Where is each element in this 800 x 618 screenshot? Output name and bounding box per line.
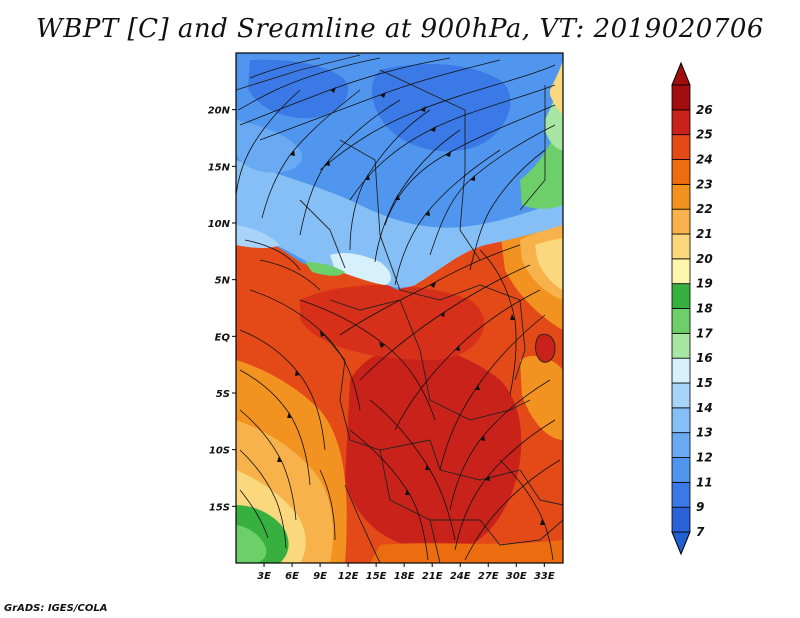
latitude-axis: 20N 15N 10N 5N EQ 5S 10S 15S <box>208 106 236 513</box>
lat-tick-label: 10N <box>208 219 231 230</box>
colorbar-swatch <box>671 481 691 508</box>
cool-light-region <box>236 160 563 288</box>
colorbar-label: 26 <box>696 103 713 117</box>
lon-tick-label: 24E <box>450 571 471 582</box>
colorbar-label: 25 <box>696 128 713 142</box>
colorbar-swatch <box>671 134 691 160</box>
colorbar-label: 15 <box>696 376 713 390</box>
lat-tick-label: 5S <box>216 389 230 400</box>
colorbar-label: 13 <box>696 426 713 440</box>
colorbar-label: 14 <box>696 401 713 415</box>
colorbar-label: 21 <box>696 227 713 241</box>
lat-tick-label: EQ <box>215 332 231 343</box>
northeast-green-region <box>520 110 563 209</box>
colorbar-label: 22 <box>696 202 713 216</box>
colorbar-swatch <box>671 208 691 235</box>
colorbar-label: 24 <box>696 153 713 167</box>
colorbar-swatch <box>671 457 691 483</box>
cool-deep-region-west <box>248 59 349 119</box>
coast-green-band <box>305 262 345 276</box>
colorbar-swatch <box>671 308 691 334</box>
lat-tick-label: 20N <box>208 106 231 117</box>
colorbar-label: 20 <box>696 252 713 266</box>
lat-tick-label: 15N <box>208 162 231 173</box>
colorbar-label: 9 <box>696 500 704 514</box>
lat-tick-label: 15S <box>209 502 230 513</box>
lon-tick-label: 15E <box>366 571 387 582</box>
colorbar-swatch <box>671 283 691 309</box>
colorbar-swatch <box>671 407 691 434</box>
lon-tick-label: 9E <box>313 571 327 582</box>
map-title: WBPT [C] and Sreamline at 900hPa, VT: 20… <box>36 14 764 44</box>
cool-mid-region <box>236 120 302 173</box>
colorbar-label: 17 <box>696 326 713 340</box>
longitude-axis: 3E 6E 9E 12E 15E 18E 21E 24E 27E 30E 33E <box>257 563 555 582</box>
lon-tick-label: 30E <box>506 571 527 582</box>
colorbar-swatch <box>671 183 691 210</box>
credit-label: GrADS: IGES/COLA <box>4 603 108 614</box>
colorbar-swatch <box>671 332 691 359</box>
colorbar-low-cap <box>671 531 691 556</box>
colorbar-label: 16 <box>696 351 713 365</box>
map-frame <box>235 52 564 564</box>
lon-tick-label: 3E <box>257 571 271 582</box>
colorbar-swatch <box>671 233 691 260</box>
lat-tick-label: 5N <box>215 276 231 287</box>
colorbar-swatch <box>671 84 691 111</box>
colorbar-label: 18 <box>696 302 713 316</box>
east-highland-orange <box>520 355 563 440</box>
streamline-arrows <box>277 87 545 525</box>
colorbar-label: 11 <box>696 475 713 489</box>
lon-tick-label: 27E <box>478 571 499 582</box>
colorbar-swatch <box>671 432 691 458</box>
lon-tick-label: 33E <box>534 571 555 582</box>
map-field <box>236 53 563 563</box>
west-coast-light-region <box>236 225 280 249</box>
south-orange-band <box>370 540 563 563</box>
coast-pale-band <box>330 252 392 285</box>
colorbar-label: 23 <box>696 177 713 191</box>
colorbar-high-cap <box>671 61 691 86</box>
southwest-lightgreen-region <box>236 525 267 563</box>
colorbar-label: 7 <box>696 525 705 539</box>
hot-core-region <box>345 346 522 550</box>
lon-tick-label: 21E <box>422 571 443 582</box>
lake-outline <box>535 333 556 363</box>
lat-tick-label: 10S <box>209 446 230 457</box>
lon-tick-label: 6E <box>285 571 299 582</box>
colorbar-swatch <box>671 109 691 136</box>
east-cream-region <box>535 238 563 290</box>
colorbar-swatch <box>671 159 691 185</box>
colorbar-swatch <box>671 382 691 409</box>
lon-tick-label: 12E <box>338 571 359 582</box>
colorbar-label: 12 <box>696 451 713 465</box>
colorbar-swatch <box>671 506 691 533</box>
colorbar-swatch <box>671 258 691 285</box>
lon-tick-label: 18E <box>394 571 415 582</box>
country-borders <box>236 54 563 563</box>
northeast-yellow-region <box>550 60 563 115</box>
colorbar-label: 19 <box>696 277 713 291</box>
hot-core-region-north <box>300 285 485 360</box>
colorbar: 7 9 11 12 13 14 15 16 17 18 19 20 21 22 23 24 25 26 <box>671 61 713 556</box>
colorbar-swatch <box>671 357 691 384</box>
